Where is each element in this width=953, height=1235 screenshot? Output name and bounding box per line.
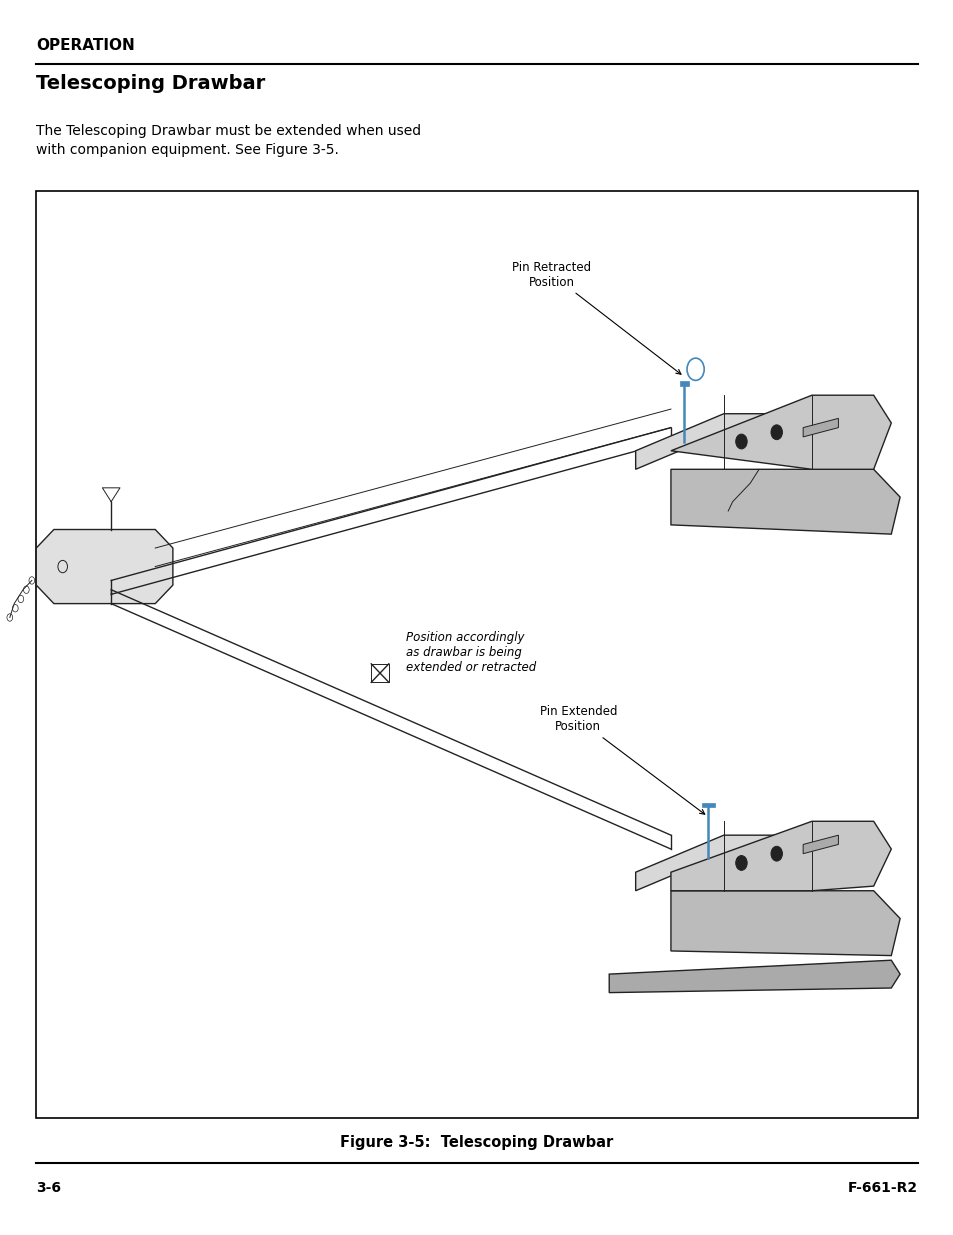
Polygon shape [802, 419, 838, 437]
Circle shape [770, 846, 781, 861]
Polygon shape [670, 469, 900, 535]
Polygon shape [802, 835, 838, 853]
Polygon shape [635, 414, 811, 469]
Polygon shape [679, 382, 688, 385]
Polygon shape [670, 821, 890, 890]
Text: 3-6: 3-6 [36, 1181, 61, 1195]
Text: Telescoping Drawbar: Telescoping Drawbar [36, 74, 265, 93]
Polygon shape [36, 530, 172, 604]
Text: Position accordingly
as drawbar is being
extended or retracted: Position accordingly as drawbar is being… [406, 631, 537, 674]
Text: Figure 3-5:  Telescoping Drawbar: Figure 3-5: Telescoping Drawbar [340, 1135, 613, 1150]
Circle shape [735, 435, 746, 450]
Polygon shape [609, 961, 900, 993]
Polygon shape [670, 395, 890, 469]
Bar [36, 191, 917, 1118]
Polygon shape [670, 890, 900, 956]
Circle shape [735, 856, 746, 871]
Text: OPERATION: OPERATION [36, 38, 135, 53]
Polygon shape [701, 803, 714, 808]
Text: Pin Retracted
Position: Pin Retracted Position [512, 261, 680, 374]
Circle shape [770, 425, 781, 440]
Polygon shape [635, 835, 811, 890]
Text: F-661-R2: F-661-R2 [846, 1181, 917, 1195]
Text: Pin Extended
Position: Pin Extended Position [539, 705, 704, 814]
Text: The Telescoping Drawbar must be extended when used
with companion equipment. See: The Telescoping Drawbar must be extended… [36, 124, 421, 157]
